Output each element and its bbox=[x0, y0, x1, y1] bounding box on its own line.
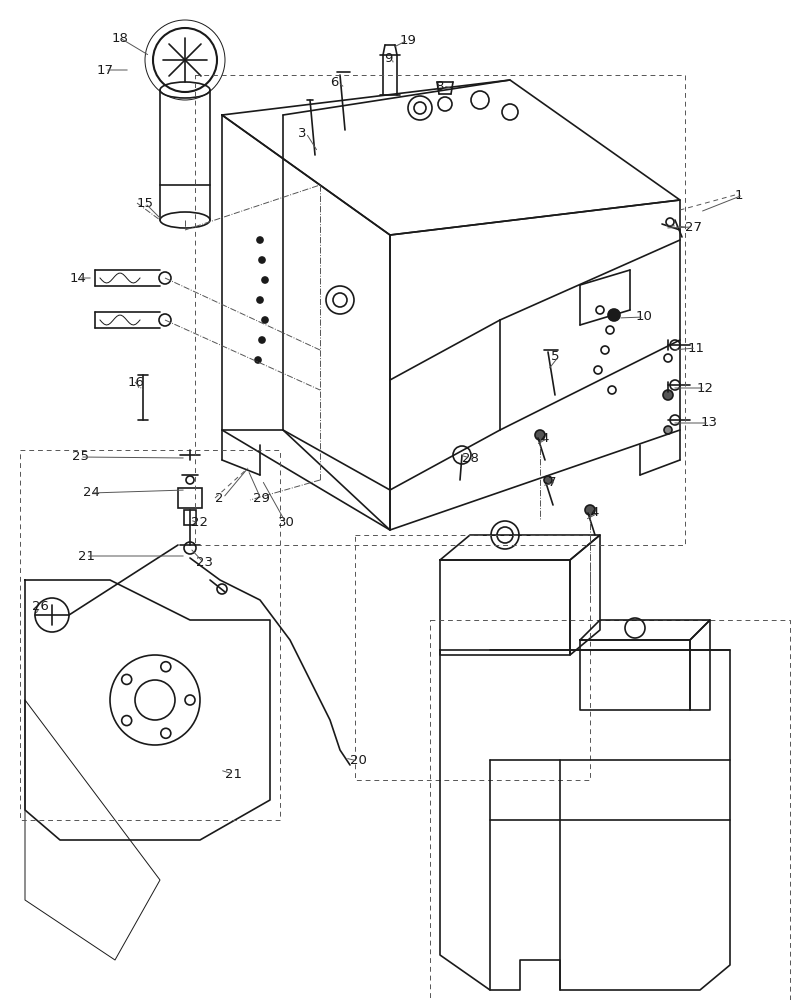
Text: 2: 2 bbox=[215, 491, 223, 504]
Circle shape bbox=[534, 430, 544, 440]
Text: 21: 21 bbox=[225, 768, 242, 780]
Bar bbox=[184, 510, 195, 525]
Circle shape bbox=[257, 237, 263, 243]
Text: 8: 8 bbox=[435, 80, 443, 93]
Text: 25: 25 bbox=[72, 450, 89, 464]
Text: 18: 18 bbox=[112, 32, 129, 45]
Text: 1: 1 bbox=[734, 189, 743, 202]
Circle shape bbox=[262, 317, 268, 323]
Text: 4: 4 bbox=[590, 506, 598, 520]
Text: 13: 13 bbox=[700, 416, 717, 430]
Text: 24: 24 bbox=[83, 487, 100, 499]
Circle shape bbox=[262, 277, 268, 283]
Text: 30: 30 bbox=[277, 516, 294, 530]
Text: 12: 12 bbox=[696, 381, 713, 394]
Text: 6: 6 bbox=[329, 76, 338, 89]
Text: 27: 27 bbox=[684, 221, 702, 234]
Text: 29: 29 bbox=[253, 492, 269, 506]
Circle shape bbox=[663, 390, 672, 400]
Text: 20: 20 bbox=[350, 754, 367, 768]
Text: 15: 15 bbox=[137, 197, 154, 210]
Text: 22: 22 bbox=[191, 516, 208, 530]
Text: 5: 5 bbox=[551, 350, 559, 362]
Text: 4: 4 bbox=[539, 432, 547, 444]
Circle shape bbox=[607, 309, 620, 321]
Text: 9: 9 bbox=[384, 52, 392, 65]
Text: 17: 17 bbox=[97, 64, 114, 77]
Text: 26: 26 bbox=[32, 600, 49, 613]
Text: 10: 10 bbox=[635, 310, 652, 324]
Text: 23: 23 bbox=[195, 556, 212, 570]
Bar bbox=[178, 488, 202, 508]
Text: 21: 21 bbox=[78, 550, 95, 562]
Circle shape bbox=[259, 337, 264, 343]
Text: 16: 16 bbox=[128, 375, 144, 388]
Text: 3: 3 bbox=[298, 127, 306, 140]
Circle shape bbox=[257, 297, 263, 303]
Circle shape bbox=[255, 357, 260, 363]
Text: 11: 11 bbox=[687, 342, 704, 355]
Circle shape bbox=[259, 257, 264, 263]
Text: 14: 14 bbox=[70, 271, 87, 284]
Circle shape bbox=[543, 476, 551, 484]
Circle shape bbox=[663, 426, 672, 434]
Text: 7: 7 bbox=[547, 476, 556, 488]
Circle shape bbox=[584, 505, 594, 515]
Text: 19: 19 bbox=[400, 34, 416, 47]
Text: 28: 28 bbox=[461, 452, 478, 464]
